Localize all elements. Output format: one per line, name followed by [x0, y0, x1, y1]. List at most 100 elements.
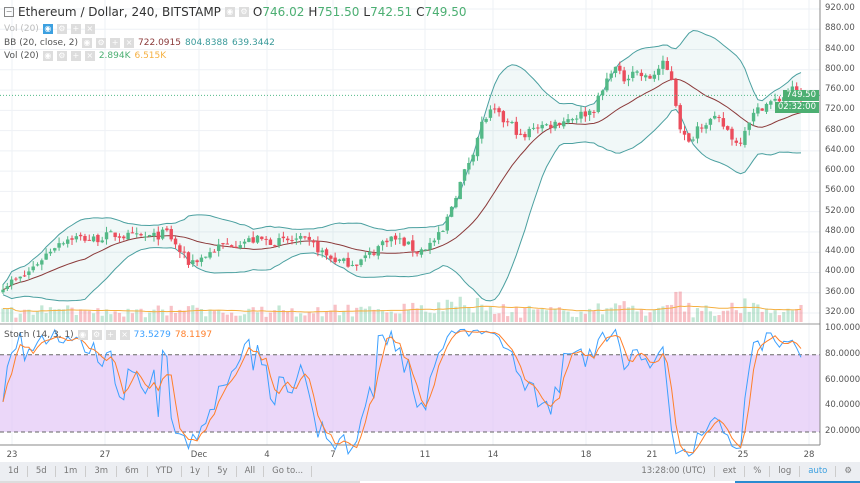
volume-bar [264, 316, 268, 322]
log-toggle[interactable]: log [770, 466, 801, 477]
candle [549, 124, 553, 129]
candle [44, 253, 48, 260]
volume-bar [316, 307, 320, 322]
range-button-all[interactable]: All [237, 466, 265, 477]
candle [204, 256, 208, 258]
candle [385, 240, 389, 243]
settings-gear-icon[interactable]: ⚙ [844, 466, 852, 476]
eye-icon[interactable]: ◉ [42, 24, 53, 34]
close-icon[interactable]: × [84, 24, 95, 34]
close-icon[interactable]: × [124, 38, 135, 48]
scrollbar-thumb[interactable] [735, 481, 860, 483]
auto-toggle[interactable]: auto [800, 466, 837, 477]
range-button-1y[interactable]: 1y [182, 466, 210, 477]
volume-bar [74, 314, 78, 322]
stoch-d-line [2, 330, 802, 454]
candle [139, 234, 143, 236]
ext-toggle[interactable]: ext [715, 466, 746, 477]
range-button-ytd[interactable]: YTD [148, 466, 182, 477]
volume-bar [333, 304, 337, 322]
price-tick: 600.00 [825, 165, 855, 176]
symbol-title[interactable]: Ethereum / Dollar, 240, BITSTAMP [18, 5, 221, 19]
volume-bar [363, 308, 367, 322]
candle [117, 236, 122, 238]
candle [169, 229, 173, 240]
candle [100, 240, 104, 243]
close-icon[interactable]: × [84, 51, 95, 61]
range-button-5d[interactable]: 5d [28, 466, 56, 477]
candle [393, 235, 398, 240]
candle [687, 133, 691, 142]
volume-bar [14, 317, 18, 322]
horizontal-scrollbar[interactable] [0, 481, 360, 483]
collapse-icon[interactable]: − [4, 7, 14, 17]
candle [536, 127, 540, 129]
time-tick: 7 [330, 450, 336, 460]
candle [583, 111, 588, 117]
eye-icon[interactable]: ◉ [82, 38, 93, 48]
price-tick: 440.00 [825, 246, 855, 257]
percent-toggle[interactable]: % [745, 466, 771, 477]
gear-icon[interactable]: ⚙ [91, 330, 102, 340]
vol-label[interactable]: Vol (20) [4, 51, 39, 61]
stoch-label[interactable]: Stoch (14, 3, 1) [4, 330, 74, 340]
range-button-goto[interactable]: Go to... [264, 466, 313, 477]
eye-icon[interactable]: ◉ [224, 7, 235, 17]
time-tick: 28 [803, 450, 815, 460]
eye-icon[interactable]: ◉ [42, 51, 53, 61]
volume-bar [562, 310, 566, 322]
volume-bar [544, 310, 549, 322]
volume-bar [458, 296, 462, 322]
range-button-3m[interactable]: 3m [86, 466, 118, 477]
volume-bar [428, 312, 432, 322]
plus-icon[interactable]: + [110, 38, 121, 48]
hidden-vol-label[interactable]: Vol (20) [4, 24, 39, 34]
candle [182, 251, 186, 253]
plus-icon[interactable]: + [70, 24, 81, 34]
candle [402, 237, 406, 246]
stoch-tick: 100.0000 [825, 323, 860, 333]
volume-bar [44, 313, 48, 322]
chart-canvas[interactable] [0, 0, 860, 462]
volume-bar [376, 309, 380, 322]
gear-icon[interactable]: ⚙ [56, 24, 67, 34]
volume-bar [268, 312, 273, 322]
time-tick: 14 [487, 450, 499, 460]
volume-bar [221, 312, 225, 322]
candle [540, 124, 544, 129]
volume-bar [290, 308, 294, 322]
close-icon[interactable]: × [119, 330, 130, 340]
volume-bar [730, 302, 734, 322]
candle [346, 257, 350, 267]
bb-label[interactable]: BB (20, close, 2) [4, 38, 79, 48]
gear-icon[interactable]: ⚙ [56, 51, 67, 61]
price-tick: 880.00 [825, 23, 855, 34]
time-tick: 11 [419, 450, 431, 460]
plus-icon[interactable]: + [70, 51, 81, 61]
range-button-6m[interactable]: 6m [117, 466, 148, 477]
volume-bar [583, 313, 587, 322]
candle [553, 121, 557, 129]
candle [445, 216, 449, 231]
range-button-5y[interactable]: 5y [209, 466, 237, 477]
gear-icon[interactable]: ⚙ [238, 7, 249, 17]
volume-bar [700, 310, 704, 322]
candle [178, 245, 182, 253]
volume-bar [665, 305, 669, 322]
range-button-1d[interactable]: 1d [0, 466, 28, 477]
plus-icon[interactable]: + [105, 330, 116, 340]
time-tick: 4 [264, 450, 270, 460]
volume-bar [61, 309, 65, 322]
volume-bar [721, 310, 725, 322]
volume-bar [372, 309, 376, 322]
candle [208, 252, 212, 258]
gear-icon[interactable]: ⚙ [96, 38, 107, 48]
candle [398, 238, 402, 240]
eye-icon[interactable]: ◉ [77, 330, 88, 340]
bb-mid-value: 722.0915 [138, 38, 181, 48]
bb-mid-line [2, 78, 802, 291]
candle [14, 278, 18, 280]
range-button-1m[interactable]: 1m [56, 466, 87, 477]
volume-bar [402, 303, 406, 322]
open-label: O [252, 5, 263, 19]
